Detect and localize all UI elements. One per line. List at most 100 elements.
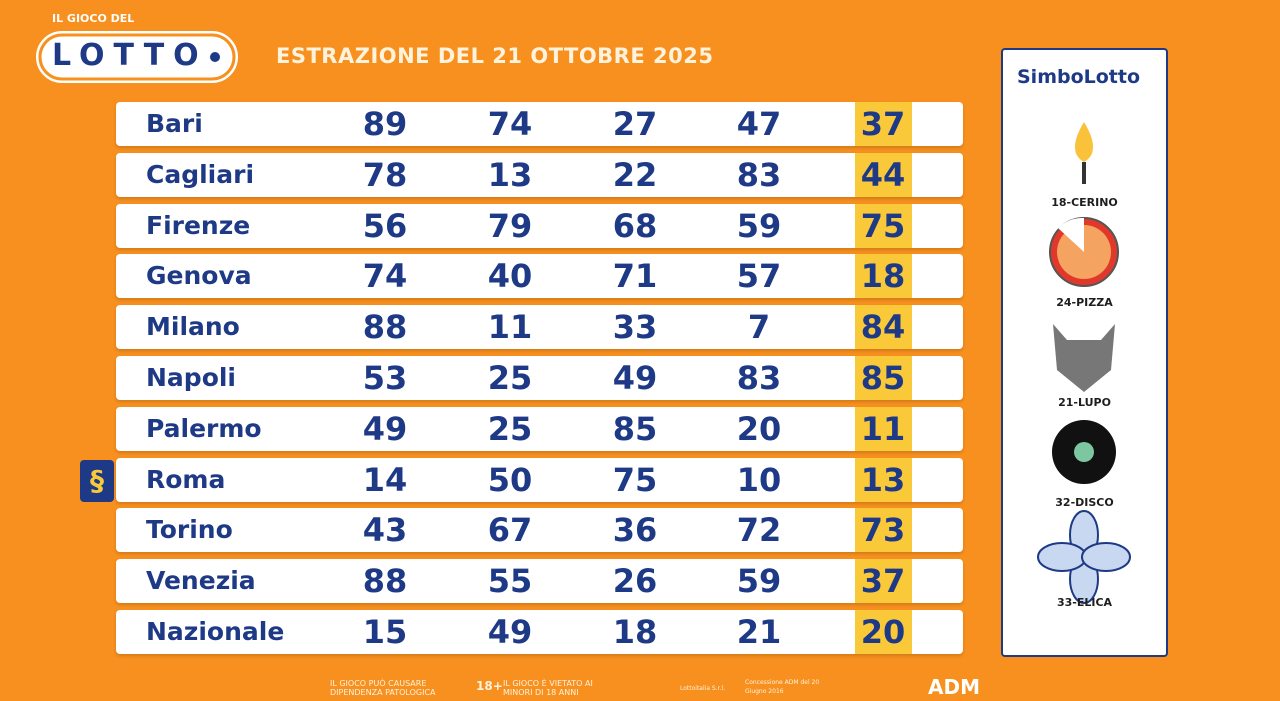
drawn-number: 68: [612, 206, 658, 245]
drawn-number: 74: [487, 105, 533, 143]
drawn-number: 84: [860, 308, 906, 347]
highlight-column: [855, 559, 912, 604]
drawn-number: 36: [612, 511, 658, 550]
symbol-label: 33-ELICA: [1056, 596, 1113, 609]
drawn-number: 85: [860, 359, 906, 397]
logo-text: LOTTO: [52, 38, 208, 73]
result-row: Cagliari 78 13 22 83 44: [116, 152, 963, 197]
city-name: Nazionale: [146, 617, 285, 646]
result-row: Venezia 88 55 26 59 37: [116, 559, 963, 604]
highlight-column: [855, 305, 912, 350]
highlight-column: [855, 457, 912, 502]
drawn-number: 27: [612, 105, 658, 143]
drawn-number: 67: [487, 511, 533, 550]
drawn-number: 83: [736, 155, 782, 194]
highlight-column: [855, 152, 912, 197]
drawn-number: 75: [860, 206, 906, 245]
drawn-number: 50: [487, 460, 533, 499]
drawn-number: 11: [860, 409, 906, 448]
city-name: Palermo: [146, 413, 262, 443]
drawn-number: 56: [362, 206, 408, 245]
city-name: Venezia: [146, 566, 256, 596]
drawn-number: 37: [860, 562, 906, 601]
highlight-column: [855, 203, 912, 248]
drawn-number: 55: [487, 562, 533, 601]
drawn-number: 13: [487, 155, 533, 194]
drawn-number: 7: [747, 308, 771, 347]
city-name: Firenze: [146, 210, 251, 240]
drawn-number: 83: [736, 359, 782, 397]
drawn-number: 78: [362, 155, 408, 194]
highlight-column: [855, 610, 912, 654]
symbol-label: 21-LUPO: [1058, 396, 1111, 409]
drawn-number: 21: [736, 613, 782, 651]
result-row: Napoli 53 25 49 83 85: [116, 356, 963, 400]
footer-warning: IL GIOCO PUÒ CAUSARE DIPENDENZA PATOLOGI…: [330, 679, 436, 697]
drawn-number: 57: [736, 257, 782, 296]
drawn-number: 18: [612, 613, 658, 651]
drawn-number: 14: [362, 460, 408, 499]
drawn-number: 18: [860, 257, 906, 296]
drawn-number: 22: [612, 155, 658, 194]
city-name: Cagliari: [146, 159, 255, 189]
drawn-number: 11: [487, 308, 533, 347]
drawn-number: 20: [736, 409, 782, 448]
footer-company: Lottoitalia S.r.l.: [680, 685, 726, 692]
simbolotto-badge: §: [80, 460, 114, 502]
city-name: Bari: [146, 109, 203, 138]
result-row: Bari 89 74 27 47 37: [116, 102, 963, 146]
symbol-label: 24-PIZZA: [1056, 296, 1113, 309]
footer-adm: ADM: [928, 675, 980, 699]
drawn-number: 43: [362, 511, 408, 550]
highlight-column: [855, 254, 912, 299]
highlight-column: [855, 406, 912, 451]
drawn-number: 25: [487, 409, 533, 448]
panel-title: SimboLotto: [1017, 66, 1141, 88]
drawn-number: 26: [612, 562, 658, 601]
result-row: Firenze 56 79 68 59 75: [116, 203, 963, 248]
drawn-number: 71: [612, 257, 658, 296]
result-row: Torino 43 67 36 72 73: [116, 508, 963, 553]
city-name: Torino: [146, 515, 233, 545]
drawn-number: 74: [362, 257, 408, 296]
drawn-number: 25: [487, 359, 533, 397]
city-name: Roma: [146, 464, 226, 494]
drawn-number: 72: [736, 511, 782, 550]
drawn-number: 49: [487, 613, 533, 651]
highlight-column: [855, 356, 912, 400]
drawn-number: 49: [362, 409, 408, 448]
highlight-column: [855, 508, 912, 553]
drawn-number: 85: [612, 409, 658, 448]
symbol-icons: [1037, 122, 1131, 604]
drawn-number: 75: [612, 460, 658, 499]
simbolotto-panel: SimboLotto 18-CERINO 24-PIZZA 21-LUPO 32-DI…: [1001, 48, 1168, 657]
drawn-number: 44: [860, 155, 906, 194]
logo-top: IL GIOCO DEL: [52, 12, 135, 25]
footer-minors: IL GIOCO È VIETATO AI MINORI DI 18 ANNI: [503, 679, 593, 697]
result-row: Palermo 49 25 85 20 11: [116, 406, 963, 451]
drawn-number: 10: [736, 460, 782, 499]
highlight-column: [855, 102, 912, 146]
title: ESTRAZIONE DEL 21 OTTOBRE 2025: [276, 44, 714, 68]
drawn-number: 20: [860, 613, 906, 651]
drawn-number: 33: [612, 308, 658, 347]
logo: [34, 29, 240, 85]
drawn-number: 40: [487, 257, 533, 296]
drawn-number: 37: [860, 105, 906, 143]
footer-age: 18+: [476, 679, 503, 693]
drawn-number: 49: [612, 359, 658, 397]
city-name: Milano: [146, 312, 240, 342]
drawn-number: 79: [487, 206, 533, 245]
drawn-number: 73: [860, 511, 906, 550]
city-name: Napoli: [146, 363, 237, 392]
symbol-label: 18-CERINO: [1051, 196, 1118, 209]
result-row: Roma 14 50 75 10 13: [116, 457, 963, 502]
drawn-number: 88: [362, 562, 408, 601]
result-row: Genova 74 40 71 57 18: [116, 254, 963, 299]
city-name: Genova: [146, 261, 252, 291]
footer-concession: Concessione ADM del 20 Giugno 2016: [745, 679, 820, 695]
drawn-number: 88: [362, 308, 408, 347]
drawn-number: 59: [736, 562, 782, 601]
symbol-label: 32-DISCO: [1055, 496, 1114, 509]
